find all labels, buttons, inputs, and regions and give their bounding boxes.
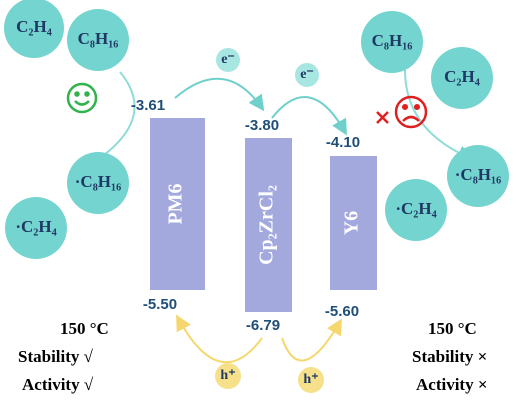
hole [298, 367, 324, 393]
material-name: Cp₂ZrCl₂ [256, 185, 278, 265]
homo-level: -6.79 [246, 317, 280, 334]
molecule-label: C₂H₄ [16, 17, 52, 36]
material-name: Y6 [341, 211, 363, 235]
temperature: 150 °C [428, 319, 477, 338]
molecule-label: C₂H₄ [444, 67, 480, 86]
electron [216, 48, 240, 72]
sad-face [394, 95, 428, 129]
lumo-level: -3.61 [131, 97, 165, 114]
activity: Activity × [416, 375, 488, 394]
activity: Activity √ [22, 375, 94, 394]
lumo-level: -4.10 [326, 134, 360, 151]
blocked-mark [376, 111, 389, 124]
happy-face [66, 82, 98, 114]
stability: Stability × [412, 347, 487, 366]
lumo-level: -3.80 [245, 117, 279, 134]
radical-label: ·C₈H₁₆ [455, 165, 501, 184]
material-name: PM6 [165, 183, 187, 224]
molecule-label: C₈H₁₆ [372, 31, 413, 50]
energy-bars [150, 118, 377, 312]
homo-level: -5.50 [143, 296, 177, 313]
hole [215, 363, 241, 389]
electron-label: e⁻ [300, 67, 314, 82]
electron-label: e⁻ [221, 52, 235, 67]
molecules [4, 0, 509, 259]
electron [295, 63, 319, 87]
hole-label: h⁺ [220, 368, 235, 383]
hole-label: h⁺ [303, 372, 318, 387]
stability: Stability √ [18, 347, 94, 366]
molecule-label: C₈H₁₆ [78, 29, 119, 48]
radical-label: ·C₈H₁₆ [75, 172, 121, 191]
radical-label: ·C₂H₄ [15, 217, 56, 236]
radical-label: ·C₂H₄ [395, 199, 436, 218]
temperature: 150 °C [60, 319, 109, 338]
homo-level: -5.60 [325, 303, 359, 320]
